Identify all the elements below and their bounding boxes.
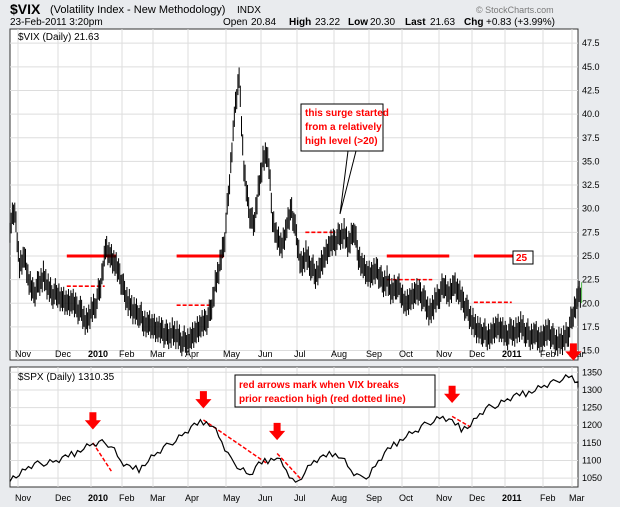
spx-x-tick-label: Jun [258,493,273,503]
last-label: Last [405,17,426,28]
spx-y-tick-label: 1350 [582,367,602,377]
vix-y-tick-label: 27.5 [582,227,600,237]
spx-red-arrow [84,412,102,430]
vix-y-tick-label: 35.0 [582,156,600,166]
surge-annotation-box [300,103,384,152]
spx-x-tick-label: Nov [15,493,32,503]
vix-y-axis: 15.0 17.5 20.0 22.5 25.0 27.5 30.0 32.5 35.0 37.5… [582,38,600,355]
vix-y-tick-label: 32.5 [582,180,600,190]
vix-x-tick-label: Nov [436,349,453,359]
spx-x-tick-label: Apr [185,493,199,503]
spx-y-tick-label: 1200 [582,420,602,430]
vix-price-bars [9,67,583,357]
spx-y-tick-label: 1250 [582,403,602,413]
spx-trend-line [451,415,471,428]
spx-red-arrow [268,422,286,441]
vix-x-tick-label: Mar [150,349,166,359]
level-25-badge [512,250,534,265]
vix-x-tick-label: 2011 [502,349,522,359]
arrows-annotation-line-2: prior reaction high (red dotted line) [239,394,406,405]
vix-y-tick-label: 17.5 [582,322,600,332]
surge-annotation-line-2: from a relatively [305,122,382,133]
vix-legend: $VIX (Daily) 21.63 [18,32,100,43]
vix-y-tick-label: 20.0 [582,298,600,308]
spx-red-arrows [84,343,582,441]
last-value: 21.63 [430,17,455,28]
spx-x-tick-label: Nov [436,493,453,503]
spx-legend: $SPX (Daily) 1310.35 [18,372,115,383]
vix-y-tick-label: 42.5 [582,85,600,95]
spx-y-tick-label: 1100 [582,456,601,466]
high-label: High [289,17,311,28]
spx-red-arrow [565,343,582,361]
open-label: Open [223,17,247,28]
vix-x-tick-label: Nov [15,349,32,359]
vix-x-tick-label: Aug [331,349,347,359]
spx-x-tick-label: Aug [331,493,347,503]
vix-y-tick-label: 15.0 [582,346,600,356]
vix-y-tick-label: 47.5 [582,38,600,48]
arrows-annotation-line-1: red arrows mark when VIX breaks [239,380,400,391]
low-label: Low [348,17,368,28]
spx-x-tick-label: 2010 [88,493,108,503]
spx-x-tick-label: Mar [150,493,166,503]
spx-x-tick-label: Oct [399,493,414,503]
spx-x-tick-label: Feb [540,493,556,503]
vix-x-axis: Nov Dec 2010 Feb Mar Apr May Jun Jul Aug Sep Oct Nov… [15,349,585,359]
vix-y-tick-label: 40.0 [582,109,600,119]
vix-x-tick-label: 2010 [88,349,108,359]
vix-x-tick-label: Feb [119,349,135,359]
spx-x-tick-label: Feb [119,493,135,503]
spx-x-tick-label: Mar [569,493,585,503]
arrows-annotation-box [234,374,436,408]
vix-x-tick-label: Jun [258,349,273,359]
chart-exchange: INDX [237,5,261,16]
vix-x-tick-label: Dec [469,349,486,359]
spx-x-tick-label: Dec [55,493,72,503]
surge-annotation-line-1: this surge started [305,108,389,119]
vix-x-tick-label: Jul [294,349,306,359]
vix-y-tick-label: 25.0 [582,251,600,261]
spx-x-axis: Nov Dec 2010 Feb Mar Apr May Jun Jul Aug Sep Oct Nov… [15,493,585,503]
low-value: 20.30 [370,17,395,28]
surge-annotation-pointer [339,150,357,215]
vix-x-tick-label: Dec [55,349,72,359]
vix-y-tick-label: 45.0 [582,62,600,72]
vix-gridlines [10,29,578,360]
open-value: 20.84 [251,17,276,28]
spx-x-tick-label: May [223,493,241,503]
spx-x-tick-label: Jul [294,493,306,503]
spx-y-axis: 1050 1100 1150 1200 1250 1300 1350 [582,367,602,483]
spx-x-tick-label: Sep [366,493,382,503]
chart-symbol: $VIX [10,1,41,17]
vix-x-tick-label: Oct [399,349,414,359]
vix-y-tick-label: 22.5 [582,275,600,285]
vix-y-tick-label: 37.5 [582,133,600,143]
spx-x-tick-label: 2011 [502,493,522,503]
chg-label: Chg [464,17,483,28]
spx-y-tick-label: 1300 [582,385,602,395]
spx-y-tick-label: 1150 [582,438,601,448]
chart-description: (Volatility Index - New Methodology) [50,4,225,16]
spx-red-arrow [195,391,212,409]
chart-timestamp: 23-Feb-2011 3:20pm [10,17,103,28]
vix-y-tick-label: 30.0 [582,204,600,214]
spx-trend-line [276,452,303,481]
watermark: © StockCharts.com [476,5,554,15]
spx-price-line [9,374,579,483]
vix-x-tick-label: Sep [366,349,382,359]
chg-value: +0.83 (+3.99%) [486,17,555,28]
vix-x-tick-label: Feb [540,349,556,359]
vix-panel [9,28,579,361]
surge-annotation-line-3: high level (>20) [305,136,378,147]
high-value: 23.22 [315,17,340,28]
spx-x-tick-label: Dec [469,493,486,503]
vix-x-tick-label: May [223,349,241,359]
spx-y-tick-label: 1050 [582,473,602,483]
vix-x-tick-label: Apr [185,349,199,359]
level-25-badge-text: 25 [516,253,528,264]
spx-red-arrow [443,385,461,404]
